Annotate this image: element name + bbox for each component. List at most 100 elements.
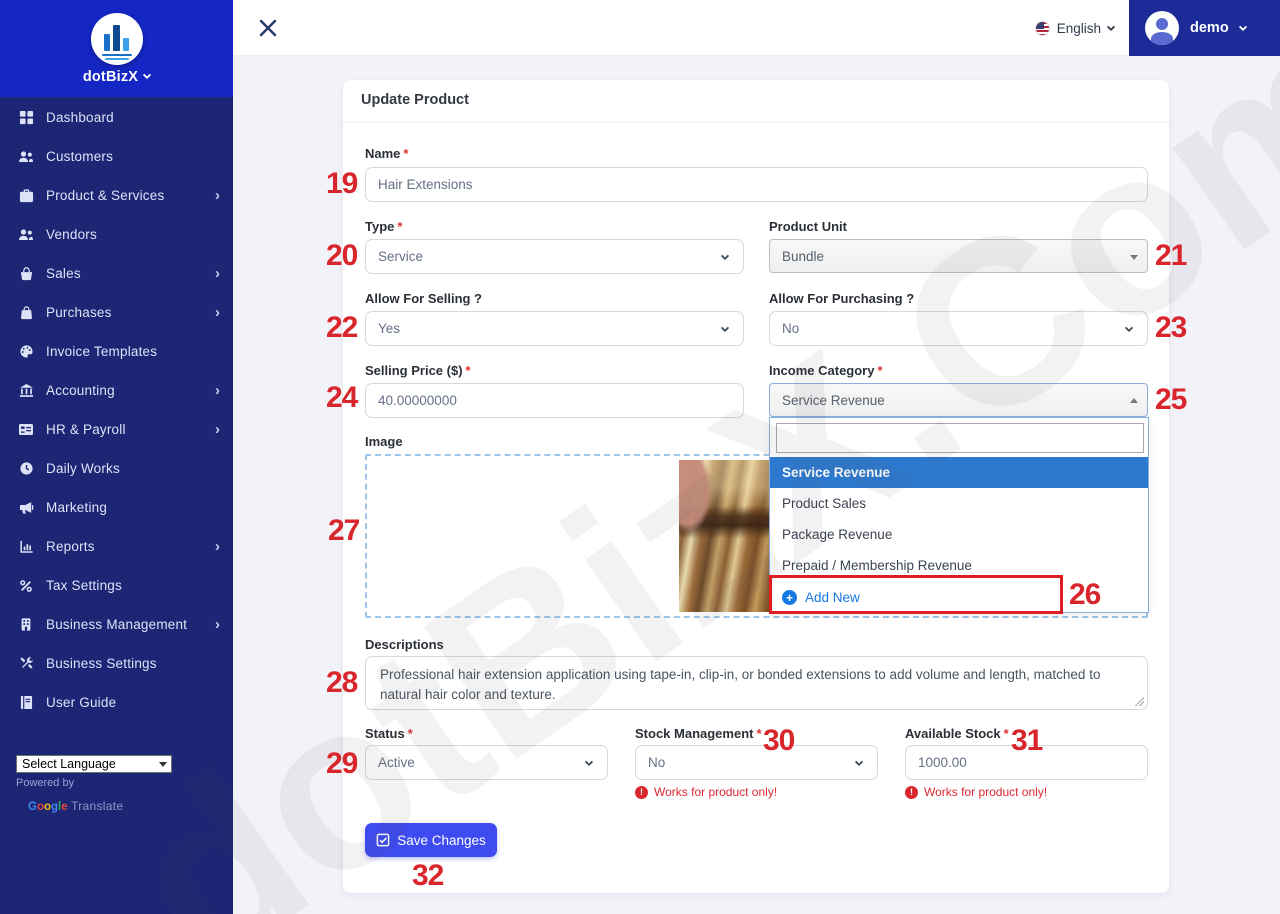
sidebar-item-tax-settings[interactable]: Tax Settings — [0, 566, 233, 605]
chevron-right-icon: › — [215, 616, 220, 633]
available-stock-field[interactable] — [905, 745, 1148, 780]
sidebar-item-purchases[interactable]: Purchases › — [0, 293, 233, 332]
annotation-27: 27 — [328, 514, 360, 547]
sidebar-item-accounting[interactable]: Accounting › — [0, 371, 233, 410]
annotation-31: 31 — [1011, 724, 1043, 757]
sidebar-item-user-guide[interactable]: User Guide — [0, 683, 233, 722]
customers-icon — [17, 149, 35, 165]
sidebar-item-marketing[interactable]: Marketing — [0, 488, 233, 527]
sidebar: dotBizX Dashboard Customers Product & Se… — [0, 0, 233, 914]
sidebar-item-daily-works[interactable]: Daily Works — [0, 449, 233, 488]
language-select[interactable]: Select Language — [16, 755, 172, 773]
language-dropdown[interactable]: English — [1034, 0, 1116, 56]
allow-selling-label: Allow For Selling ? — [365, 291, 482, 306]
annotation-20: 20 — [326, 239, 358, 272]
brand-menu[interactable]: dotBizX — [82, 68, 152, 85]
type-select[interactable]: Service — [365, 239, 744, 274]
dropdown-search[interactable] — [776, 423, 1144, 453]
annotation-25: 25 — [1155, 383, 1187, 416]
sidebar-header: dotBizX — [0, 0, 233, 97]
option-prepaid-membership-revenue[interactable]: Prepaid / Membership Revenue — [782, 558, 972, 573]
sidebar-item-sales[interactable]: Sales › — [0, 254, 233, 293]
annotation-21: 21 — [1155, 239, 1187, 272]
product-services-icon — [17, 188, 35, 204]
marketing-icon — [17, 500, 35, 516]
annotation-24: 24 — [326, 381, 358, 414]
business-management-icon — [17, 617, 35, 633]
topbar: English demo — [233, 0, 1280, 56]
sidebar-item-customers[interactable]: Customers — [0, 137, 233, 176]
income-category-label: Income Category * — [769, 363, 883, 378]
available-stock-warning: ! Works for product only! — [905, 785, 1047, 799]
allow-purchasing-label: Allow For Purchasing ? — [769, 291, 915, 306]
annotation-28: 28 — [326, 666, 358, 699]
name-input[interactable] — [378, 177, 1135, 192]
stock-management-select[interactable]: No — [635, 745, 878, 780]
allow-purchasing-select[interactable]: No — [769, 311, 1148, 346]
tax-settings-icon — [17, 578, 35, 594]
sales-icon — [17, 266, 35, 282]
status-select[interactable]: Active — [365, 745, 608, 780]
image-label: Image — [365, 434, 403, 449]
selling-price-input[interactable] — [378, 393, 731, 408]
chevron-right-icon: › — [215, 304, 220, 321]
available-stock-input[interactable] — [918, 755, 1135, 770]
annotation-30: 30 — [763, 724, 795, 757]
chevron-down-icon — [584, 757, 594, 767]
annotation-22: 22 — [326, 311, 358, 344]
chevron-right-icon: › — [215, 538, 220, 555]
descriptions-label: Descriptions — [365, 637, 444, 652]
vendors-icon — [17, 227, 35, 243]
status-label: Status * — [365, 726, 413, 741]
name-label: Name * — [365, 146, 409, 161]
annotation-32: 32 — [412, 859, 444, 892]
add-new-option[interactable]: + Add New — [770, 581, 1148, 614]
product-image — [679, 460, 771, 612]
purchases-icon — [17, 305, 35, 321]
sidebar-item-business-management[interactable]: Business Management › — [0, 605, 233, 644]
sidebar-item-hr-payroll[interactable]: HR & Payroll › — [0, 410, 233, 449]
product-unit-select[interactable]: Bundle — [769, 239, 1148, 273]
chevron-right-icon: › — [215, 382, 220, 399]
save-changes-button[interactable]: Save Changes — [365, 823, 497, 857]
sidebar-item-dashboard[interactable]: Dashboard — [0, 98, 233, 137]
brand-name: dotBizX — [82, 68, 139, 85]
translate-text: Translate — [71, 799, 124, 813]
chevron-down-icon — [1106, 22, 1116, 32]
page-title: Update Product — [361, 92, 469, 108]
close-icon[interactable] — [258, 18, 278, 38]
allow-selling-select[interactable]: Yes — [365, 311, 744, 346]
sidebar-item-vendors[interactable]: Vendors — [0, 215, 233, 254]
chevron-down-icon — [720, 323, 730, 333]
descriptions-textarea[interactable]: Professional hair extension application … — [365, 656, 1148, 710]
name-field[interactable] — [365, 167, 1148, 202]
chevron-down-icon — [854, 757, 864, 767]
plus-circle-icon: + — [782, 590, 797, 605]
sidebar-item-product-services[interactable]: Product & Services › — [0, 176, 233, 215]
accounting-icon — [17, 383, 35, 399]
chevron-down-icon — [142, 70, 152, 80]
sidebar-item-reports[interactable]: Reports › — [0, 527, 233, 566]
user-guide-icon — [17, 695, 35, 711]
check-square-icon — [376, 833, 390, 847]
select-arrow-icon — [1130, 255, 1138, 260]
dropdown-search-input[interactable] — [777, 424, 1143, 452]
user-menu[interactable]: demo — [1129, 0, 1280, 56]
option-package-revenue[interactable]: Package Revenue — [782, 527, 893, 542]
chevron-down-icon — [1238, 22, 1247, 32]
sidebar-item-invoice-templates[interactable]: Invoice Templates — [0, 332, 233, 371]
annotation-29: 29 — [326, 747, 358, 780]
sidebar-item-business-settings[interactable]: Business Settings — [0, 644, 233, 683]
option-service-revenue[interactable]: Service Revenue — [770, 457, 1148, 488]
powered-by-label: Powered by — [16, 777, 75, 789]
username: demo — [1190, 20, 1229, 36]
reports-icon — [17, 539, 35, 555]
google-logo-text: Google — [28, 801, 68, 813]
resize-handle-icon[interactable] — [1135, 697, 1144, 706]
option-product-sales[interactable]: Product Sales — [782, 496, 867, 511]
income-category-select[interactable]: Service Revenue — [769, 383, 1148, 417]
chevron-right-icon: › — [215, 265, 220, 282]
selling-price-field[interactable] — [365, 383, 744, 418]
sidebar-nav: Dashboard Customers Product & Services ›… — [0, 98, 233, 722]
